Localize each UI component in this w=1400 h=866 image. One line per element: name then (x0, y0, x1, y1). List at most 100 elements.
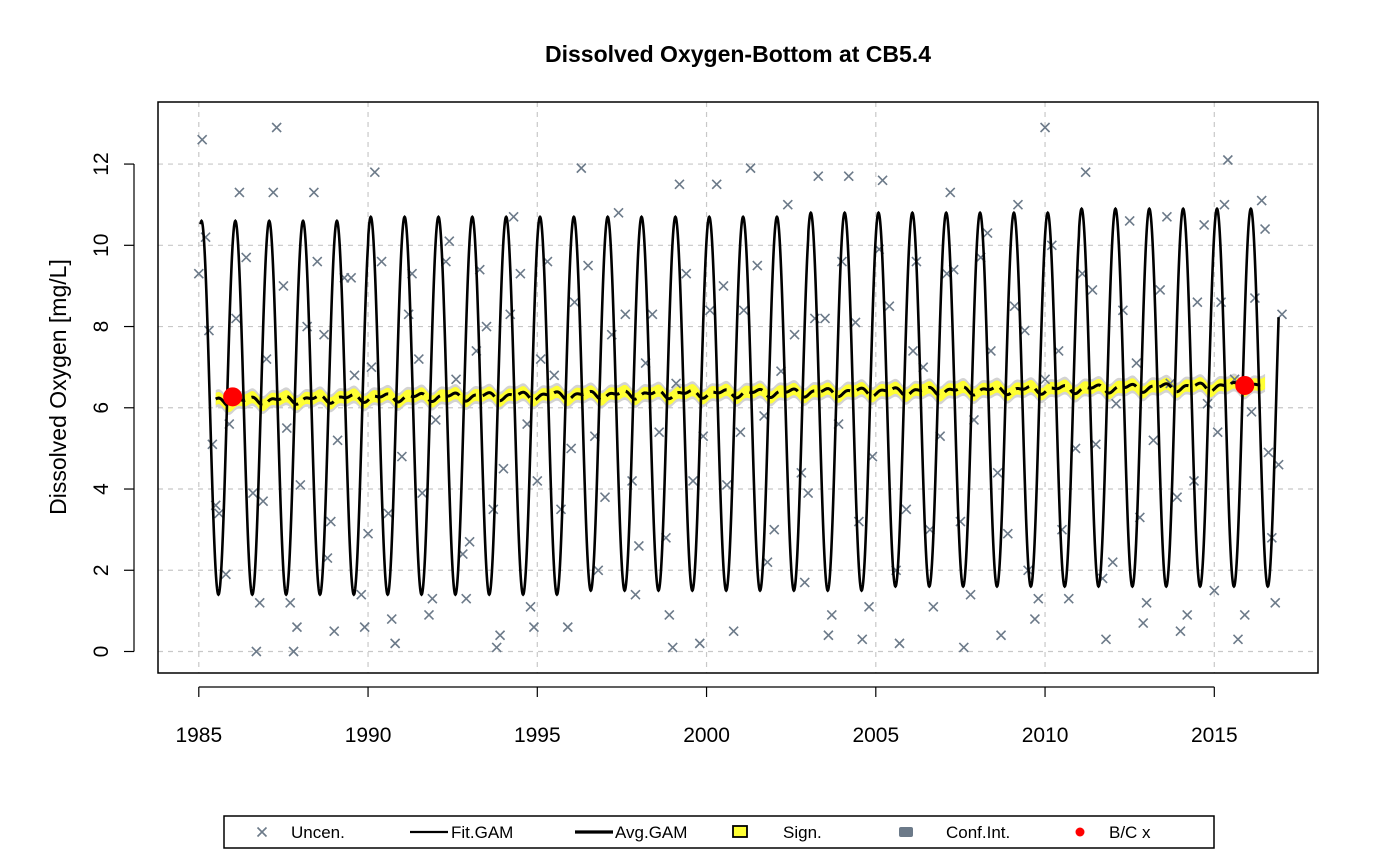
observation-point (843, 171, 854, 182)
observation-point (359, 622, 370, 633)
baseline-current-points (223, 375, 1255, 407)
observation-point (528, 622, 539, 633)
observation-point (461, 593, 472, 604)
baseline-current-point (1235, 375, 1255, 395)
observation-point (1117, 305, 1128, 316)
observation-point (813, 171, 824, 182)
observation-point (1039, 374, 1051, 385)
y-tick-label: 0 (90, 646, 113, 658)
observation-point (877, 175, 888, 186)
observation-point (823, 630, 834, 641)
x-tick-label: 2000 (683, 724, 730, 747)
observation-point (599, 492, 611, 503)
observation-point (234, 187, 245, 198)
observation-point (633, 540, 644, 551)
observation-point (1131, 358, 1142, 369)
observation-point (427, 593, 438, 604)
observation-point (1165, 378, 1176, 389)
observation-point (681, 268, 692, 279)
observation-point (241, 252, 252, 263)
observation-point (965, 589, 976, 600)
observation-point (1216, 297, 1227, 308)
y-tick-label: 8 (90, 321, 113, 333)
observation-point (278, 280, 289, 291)
observation-point (383, 508, 394, 519)
x-tick-label: 2005 (852, 724, 899, 747)
legend-label: Sign. (783, 823, 822, 842)
observation-point (318, 329, 330, 340)
observation-point (332, 435, 343, 446)
observation-point (230, 313, 242, 324)
observation-point (349, 370, 360, 381)
observation-point (1222, 154, 1233, 166)
observation-point (464, 536, 475, 547)
observation-point (515, 268, 526, 279)
observation-point (491, 642, 502, 653)
y-axis: 0 2 4 6 8 10 12 (90, 152, 135, 658)
legend-box (223, 815, 1215, 849)
observation-point (1100, 634, 1112, 645)
observation-point (288, 646, 299, 657)
observation-point (1080, 167, 1091, 178)
legend-label: Fit.GAM (451, 823, 513, 842)
observation-point (1063, 593, 1074, 604)
avg-gam-series (214, 380, 1266, 408)
observation-point (535, 353, 546, 365)
observation-point (247, 488, 259, 499)
legend-label: Conf.Int. (946, 823, 1010, 842)
observation-point (481, 321, 492, 332)
observation-point (928, 601, 939, 612)
observation-point (390, 638, 401, 649)
observation-point (430, 414, 441, 426)
x-tick-label: 1985 (175, 724, 222, 747)
observation-point (376, 256, 387, 267)
observation-point (752, 260, 763, 271)
observation-point (444, 236, 455, 247)
observation-point (1056, 524, 1068, 535)
observation-point (982, 228, 993, 239)
observation-point (630, 589, 641, 600)
legend-uncen-icon (256, 826, 268, 838)
observation-point (1239, 609, 1250, 621)
observation-point (566, 443, 577, 454)
observation-point (396, 451, 407, 462)
observation-point (687, 475, 699, 486)
observation-point (417, 488, 428, 499)
observation-point (1219, 199, 1230, 210)
observation-point (562, 622, 573, 633)
observation-point (694, 638, 705, 649)
x-axis: 1985 1990 1995 2000 2005 2010 2015 (175, 686, 1238, 747)
observation-point (769, 524, 780, 535)
observation-point (901, 504, 912, 515)
observation-point (413, 353, 424, 365)
fit-gam-series (199, 206, 1280, 597)
observation-point (386, 613, 397, 625)
observation-point (789, 329, 800, 340)
observation-point (450, 374, 462, 385)
observation-point (197, 134, 208, 145)
observation-point (992, 467, 1003, 478)
observation-point (1263, 447, 1274, 458)
observation-point (494, 630, 506, 641)
legend-sign-icon (732, 825, 748, 838)
x-tick-label: 2010 (1022, 724, 1069, 747)
observation-point (799, 577, 810, 588)
observation-point (620, 309, 631, 320)
observation-point (268, 187, 279, 198)
legend-label: Avg.GAM (615, 823, 687, 842)
legend: Uncen. Fit.GAM Avg.GAM Sign. Conf.Int. B/C x (223, 815, 1215, 849)
observation-point (907, 345, 919, 356)
observation-point (728, 626, 739, 637)
observation-point (423, 609, 435, 621)
observation-point (1148, 435, 1159, 446)
observation-point (894, 638, 905, 649)
observation-point (1192, 297, 1203, 308)
observation-point (664, 609, 675, 621)
x-tick-label: 1995 (514, 724, 561, 747)
legend-label: Uncen. (291, 823, 345, 842)
observation-point (819, 313, 831, 324)
observation-point (884, 301, 895, 312)
x-tick-label: 1990 (345, 724, 392, 747)
observation-point (1161, 211, 1172, 222)
observation-point (369, 167, 380, 178)
